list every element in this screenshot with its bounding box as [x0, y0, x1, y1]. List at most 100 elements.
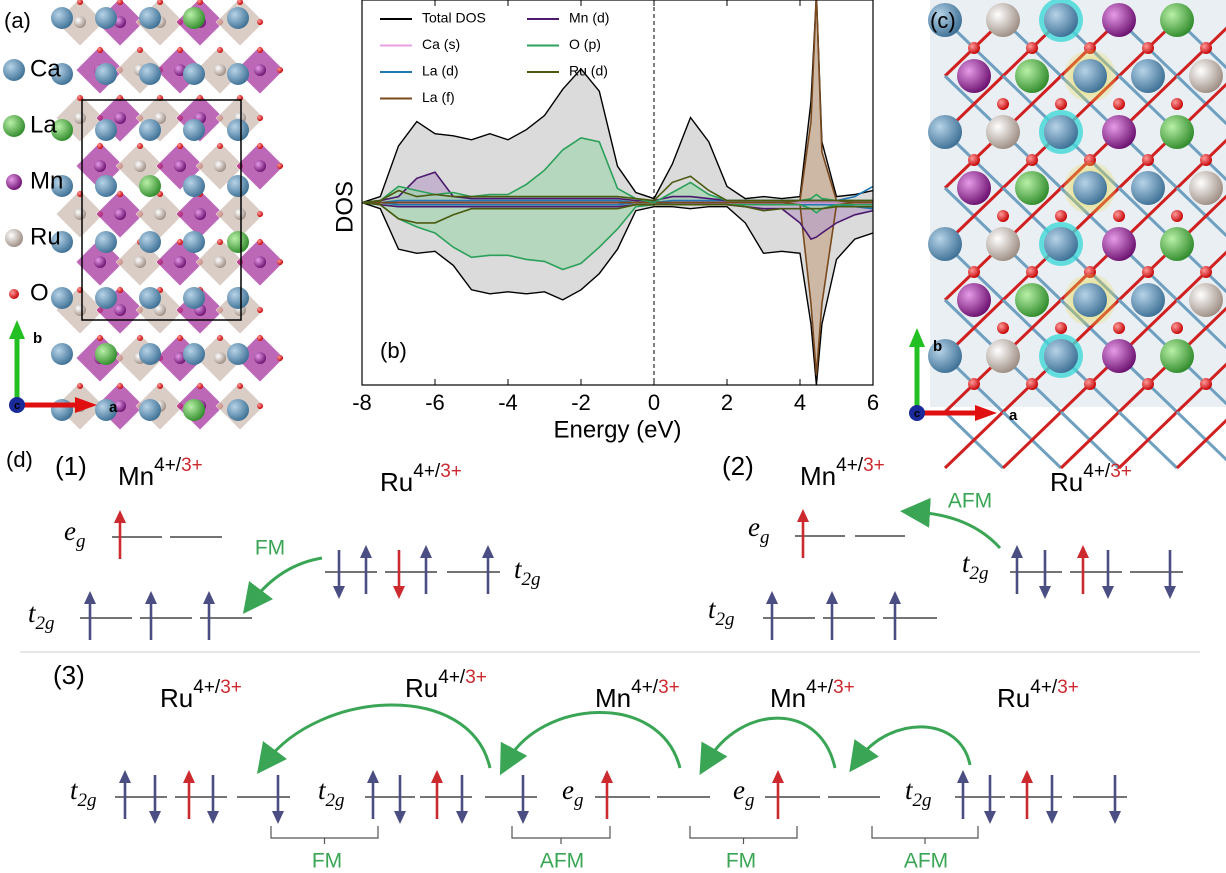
- atom: [139, 343, 161, 365]
- coupling-label: AFM: [540, 850, 584, 873]
- orbital-label: t2g: [708, 594, 735, 630]
- orbital-sub: 2g: [970, 563, 989, 584]
- ion-label: Ru4+/3+: [1050, 461, 1132, 497]
- legend-label: Ru: [30, 223, 61, 250]
- spin-arrow-head: [145, 591, 157, 604]
- atom: [137, 143, 143, 149]
- panel-label: (b): [380, 338, 407, 363]
- atom: [928, 3, 962, 37]
- x-axis-label: Energy (eV): [553, 416, 681, 443]
- bond: [943, 410, 1005, 470]
- atom: [154, 304, 166, 316]
- ion-charge: 3+: [1110, 461, 1132, 482]
- energy-level-diagrams: (d) (1) (2)(3)Mn4+/3+Ru4+/3+egt2gt2gFMMn4+…: [6, 447, 1200, 873]
- atom: [227, 119, 249, 141]
- atom: [214, 64, 226, 76]
- atom: [957, 283, 991, 317]
- legend-atom: [5, 229, 23, 247]
- atom: [1026, 266, 1038, 278]
- axis-label: a: [1009, 407, 1018, 424]
- orbital-letter: t: [905, 775, 914, 805]
- atom: [95, 231, 117, 253]
- atom: [51, 63, 73, 85]
- orbital-letter: t: [962, 548, 971, 578]
- atom: [1142, 266, 1154, 278]
- spin-arrow-head: [394, 811, 406, 824]
- axis-arrow-head: [75, 397, 97, 413]
- orbital-letter: t: [514, 554, 523, 584]
- exchange-arrow: [849, 725, 972, 773]
- orbital-sub: g: [760, 527, 770, 548]
- atom: [137, 335, 143, 341]
- orbital-label: t2g: [28, 598, 55, 634]
- spin-arrow-head: [207, 811, 219, 824]
- ion-charge: 4+/: [193, 677, 221, 698]
- atom: [1131, 171, 1165, 205]
- atom: [928, 339, 962, 373]
- spin-arrow-head: [333, 586, 345, 599]
- bracket: [511, 826, 611, 844]
- atom: [1142, 154, 1154, 166]
- atom: [77, 383, 83, 389]
- axis-c: [909, 405, 925, 421]
- ion-charge: 3+: [833, 677, 855, 698]
- legend-label: La: [30, 111, 57, 138]
- spin-arrow-head: [420, 545, 432, 558]
- atom: [197, 383, 203, 389]
- orbital-sub: 2g: [522, 569, 541, 590]
- atom: [114, 208, 126, 220]
- orbital-sub: 2g: [36, 613, 55, 634]
- coupling-label: FM: [255, 537, 285, 560]
- orbital-sub: 2g: [326, 790, 345, 811]
- atom: [117, 383, 123, 389]
- atom: [257, 47, 263, 53]
- atom: [957, 59, 991, 93]
- x-tick-label: 4: [794, 390, 806, 415]
- spin-arrow-head: [517, 811, 529, 824]
- legend-atom: [6, 174, 22, 190]
- atom: [1171, 210, 1183, 222]
- x-tick-label: 2: [721, 390, 733, 415]
- atom: [1200, 378, 1212, 390]
- legend-label: Mn (d): [569, 10, 609, 26]
- atom: [174, 256, 186, 268]
- atom: [194, 208, 206, 220]
- atom: [237, 383, 243, 389]
- atom: [1200, 154, 1212, 166]
- atom: [254, 64, 266, 76]
- atom: [217, 239, 223, 245]
- atom: [254, 352, 266, 364]
- plot-area: [362, 0, 873, 385]
- atom: [257, 239, 263, 245]
- atom: [1200, 266, 1212, 278]
- bond: [1001, 410, 1063, 470]
- atom: [1044, 3, 1078, 37]
- atom: [183, 175, 205, 197]
- atom: [1131, 283, 1165, 317]
- exchange-arrow: [242, 556, 323, 614]
- ion-charge: 4+/: [1083, 461, 1111, 482]
- axis-label: b: [933, 338, 942, 355]
- atom: [997, 322, 1009, 334]
- spin-arrow-head: [456, 811, 468, 824]
- atom: [117, 191, 123, 197]
- atom: [1073, 283, 1107, 317]
- atom: [1026, 154, 1038, 166]
- legend-label: Ru (d): [569, 63, 608, 79]
- panel-label: (a): [4, 8, 31, 33]
- part-label: (1): [55, 451, 87, 481]
- ion-charge: 3+: [863, 455, 885, 476]
- atom: [928, 227, 962, 261]
- dos-line: [362, 175, 873, 204]
- atom: [95, 7, 117, 29]
- atom: [1160, 115, 1194, 149]
- atom: [1044, 339, 1078, 373]
- ion-label: Mn4+/3+: [770, 677, 855, 713]
- atom: [277, 259, 283, 265]
- atom: [227, 175, 249, 197]
- orbital-letter: e: [748, 512, 760, 542]
- atom: [257, 211, 263, 217]
- atom: [214, 256, 226, 268]
- atom: [183, 399, 205, 421]
